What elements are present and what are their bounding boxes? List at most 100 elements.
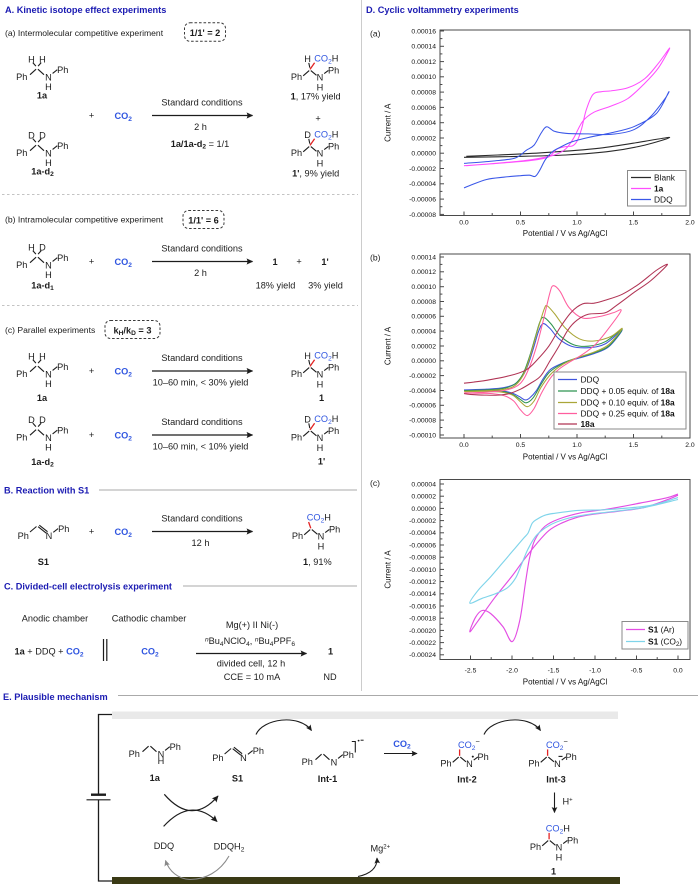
svg-text:1: 1 [551,866,556,876]
svg-text:Anodic chamber: Anodic chamber [22,614,88,624]
svg-text:(c): (c) [370,478,380,488]
svg-text:kH/kD = 3: kH/kD = 3 [114,325,152,337]
svg-text:-0.00018: -0.00018 [409,616,436,623]
svg-text:E. Plausible mechanism: E. Plausible mechanism [3,692,108,702]
svg-text:18% yield: 18% yield [256,281,296,291]
svg-text:-0.00002: -0.00002 [409,518,436,525]
svg-text:-0.00012: -0.00012 [409,579,436,586]
svg-text:0.00010: 0.00010 [411,284,436,291]
svg-text:-1.0: -1.0 [589,667,601,674]
svg-text:2.0: 2.0 [685,442,695,449]
svg-text:-0.5: -0.5 [631,667,643,674]
svg-text:CO2: CO2 [115,257,133,269]
svg-text:0.0: 0.0 [673,667,683,674]
svg-text:-0.00020: -0.00020 [409,628,436,635]
svg-text:CO2H: CO2H [546,824,570,836]
svg-text:0.0: 0.0 [459,442,469,449]
svg-text:Blank: Blank [654,172,676,182]
svg-text:H: H [39,54,46,64]
svg-text:divided cell, 12 h: divided cell, 12 h [217,659,285,669]
svg-text:H: H [39,351,46,361]
svg-text:H: H [28,54,35,64]
svg-text:1a-d2: 1a-d2 [31,457,54,469]
svg-text:-0.00016: -0.00016 [409,603,436,610]
svg-text:DDQ + 0.05 equiv. of 18a: DDQ + 0.05 equiv. of 18a [581,386,675,396]
svg-text:0.00004: 0.00004 [411,120,436,127]
svg-text:nBu4NClO4, nBu4PPF6: nBu4NClO4, nBu4PPF6 [205,636,295,648]
svg-text:H: H [318,541,325,551]
svg-text:DDQ: DDQ [654,194,673,204]
svg-text:0.00006: 0.00006 [411,314,436,321]
svg-text:Current / A: Current / A [384,550,393,589]
svg-text:0.00016: 0.00016 [411,28,436,35]
svg-text:0.5: 0.5 [516,442,526,449]
svg-text:2.0: 2.0 [685,220,695,227]
svg-text:-0.00004: -0.00004 [409,388,436,395]
svg-text:-0.00008: -0.00008 [409,555,436,562]
svg-text:0.00002: 0.00002 [411,343,436,350]
svg-text:-0.00010: -0.00010 [409,432,436,439]
svg-text:DDQ + 0.25 equiv. of 18a: DDQ + 0.25 equiv. of 18a [581,408,675,418]
svg-text:D: D [39,242,46,252]
svg-text:Int-3: Int-3 [546,774,565,784]
svg-text:D: D [28,415,35,425]
svg-text:+: + [89,366,94,376]
svg-text:Int-2: Int-2 [457,774,476,784]
svg-text:-0.00002: -0.00002 [409,373,436,380]
svg-text:D. Cyclic voltammetry experime: D. Cyclic voltammetry experiments [366,5,519,15]
svg-text:Potential / V vs Ag/AgCl: Potential / V vs Ag/AgCl [523,229,608,238]
svg-text:1a: 1a [654,183,664,193]
svg-text:0.00014: 0.00014 [411,44,436,51]
svg-text:D: D [304,414,311,424]
svg-text:CCE = 10 mA: CCE = 10 mA [224,672,281,682]
svg-text:18a: 18a [581,419,595,429]
svg-text:-0.00008: -0.00008 [409,212,436,219]
svg-text:CO2: CO2 [115,527,133,539]
svg-text:B. Reaction with S1: B. Reaction with S1 [4,485,89,495]
svg-text:DDQ: DDQ [154,841,174,851]
svg-text:1a: 1a [37,393,48,403]
svg-text:DDQ + 0.10 equiv. of 18a: DDQ + 0.10 equiv. of 18a [581,397,675,407]
svg-text:-0.00006: -0.00006 [409,403,436,410]
svg-text:-0.00004: -0.00004 [409,530,436,537]
svg-text:D: D [304,130,311,140]
svg-text:-0.00006: -0.00006 [409,196,436,203]
svg-text:1: 1 [328,647,333,657]
svg-text:Standard conditions: Standard conditions [161,244,243,254]
svg-text:1.0: 1.0 [572,442,582,449]
svg-text:A. Kinetic isotope effect expe: A. Kinetic isotope effect experiments [5,5,166,15]
svg-text:(b) Intramolecular competitive: (b) Intramolecular competitive experimen… [5,215,164,225]
svg-text:-0.00002: -0.00002 [409,166,436,173]
svg-text:-2.0: -2.0 [506,667,518,674]
svg-text:(c) Parallel experiments: (c) Parallel experiments [5,325,95,335]
svg-text:CO2H: CO2H [307,513,331,525]
svg-text:1': 1' [321,257,328,267]
svg-text:CO2: CO2 [393,739,411,751]
svg-text:1, 91%: 1, 91% [303,557,332,567]
svg-text:0.00010: 0.00010 [411,74,436,81]
svg-text:12 h: 12 h [192,538,210,548]
svg-text:H: H [158,756,165,766]
svg-text:0.5: 0.5 [516,220,526,227]
svg-text:+: + [296,257,301,267]
svg-text:1a-d2: 1a-d2 [31,166,54,178]
svg-text:1: 1 [319,393,324,403]
svg-text:1: 1 [272,257,277,267]
svg-text:S1 (CO2): S1 (CO2) [648,636,682,648]
svg-text:10–60 min, < 30% yield: 10–60 min, < 30% yield [153,377,249,387]
svg-text:0.00004: 0.00004 [411,329,436,336]
svg-text:S1 (Ar): S1 (Ar) [648,624,675,634]
svg-text:(b): (b) [370,253,381,263]
svg-text:-0.00024: -0.00024 [409,652,436,659]
svg-text:-0.00006: -0.00006 [409,542,436,549]
svg-text:1a: 1a [37,90,48,100]
svg-text:H: H [304,54,311,64]
svg-text:Mg2+: Mg2+ [371,844,391,854]
svg-text:H: H [28,242,35,252]
svg-text:3% yield: 3% yield [308,281,343,291]
svg-text:DDQH2: DDQH2 [214,842,245,854]
svg-text:0.00002: 0.00002 [411,494,436,501]
svg-text:0.00002: 0.00002 [411,135,436,142]
svg-text:1a + DDQ + CO2: 1a + DDQ + CO2 [15,647,84,659]
svg-text:(a): (a) [370,29,381,39]
